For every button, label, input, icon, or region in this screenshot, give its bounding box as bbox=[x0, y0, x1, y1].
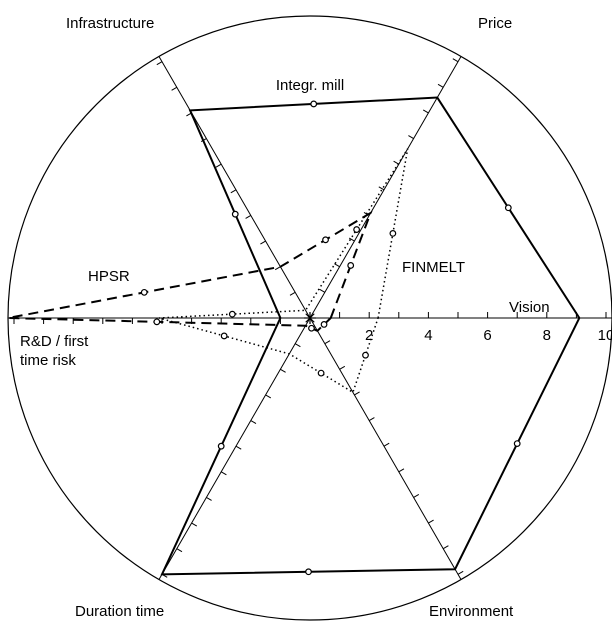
series-line bbox=[158, 148, 409, 394]
tick-mark bbox=[265, 394, 272, 399]
tick-mark bbox=[319, 288, 326, 293]
tick-mark bbox=[408, 135, 414, 139]
edge-marker bbox=[320, 321, 328, 328]
tick-mark bbox=[413, 494, 420, 498]
tick-mark bbox=[422, 109, 429, 114]
edge-marker bbox=[353, 226, 361, 233]
tick-mark bbox=[206, 497, 212, 501]
edge-marker bbox=[322, 236, 329, 244]
series-line bbox=[160, 96, 581, 576]
edge-marker bbox=[310, 100, 318, 108]
tick-label: 6 bbox=[483, 327, 491, 344]
tick-mark bbox=[230, 189, 237, 194]
edge-marker bbox=[153, 318, 161, 326]
edge-marker bbox=[347, 262, 355, 269]
tick-mark bbox=[437, 83, 444, 88]
axis-label: R&D / first time risk bbox=[20, 333, 89, 369]
edge-marker bbox=[228, 310, 236, 318]
edge-marker bbox=[305, 568, 312, 576]
tick-label: 2 bbox=[365, 327, 373, 344]
axis-line bbox=[309, 317, 462, 580]
edge-marker bbox=[389, 230, 397, 237]
edge-marker bbox=[513, 440, 521, 448]
tick-label: 8 bbox=[543, 327, 551, 344]
tick-mark bbox=[324, 340, 331, 345]
tick-mark bbox=[334, 263, 340, 268]
edge-marker bbox=[220, 332, 228, 340]
tick-mark bbox=[280, 368, 286, 373]
axis-line bbox=[309, 56, 462, 319]
tick-mark bbox=[171, 86, 178, 91]
tick-mark bbox=[368, 417, 375, 421]
tick-mark bbox=[215, 163, 222, 168]
series-line bbox=[7, 210, 373, 332]
edge-marker bbox=[504, 204, 512, 212]
tick-mark bbox=[220, 471, 227, 476]
edge-marker bbox=[362, 351, 369, 359]
axis-label: Infrastructure bbox=[66, 15, 155, 32]
axis-label: Vision bbox=[509, 299, 550, 316]
axis-label: Duration time bbox=[75, 603, 165, 620]
tick-mark bbox=[250, 420, 257, 424]
tick-mark bbox=[156, 61, 163, 66]
tick-label: 10 bbox=[598, 327, 612, 344]
edge-marker bbox=[308, 324, 315, 332]
axis-line bbox=[158, 317, 311, 580]
tick-mark bbox=[428, 519, 434, 524]
tick-mark bbox=[378, 186, 385, 191]
tick-mark bbox=[339, 365, 346, 370]
tick-mark bbox=[457, 570, 464, 575]
edge-marker bbox=[231, 210, 239, 218]
center-mark bbox=[305, 313, 315, 323]
tick-mark bbox=[354, 391, 360, 396]
edge-marker bbox=[140, 288, 148, 296]
tick-mark bbox=[348, 237, 355, 242]
tick-label: 4 bbox=[424, 327, 432, 344]
tick-mark bbox=[245, 215, 252, 219]
tick-mark bbox=[235, 445, 242, 450]
tick-mark bbox=[383, 442, 390, 447]
tick-mark bbox=[260, 240, 266, 245]
series-label: HPSR bbox=[88, 268, 130, 285]
tick-mark bbox=[398, 468, 405, 473]
axis-label: Price bbox=[478, 15, 513, 32]
series-label: Integr. mill bbox=[276, 77, 344, 94]
axis-label: Environment bbox=[429, 603, 514, 620]
axis-line bbox=[158, 56, 311, 319]
edge-marker bbox=[217, 442, 225, 450]
edge-marker bbox=[317, 369, 325, 377]
tick-mark bbox=[442, 545, 449, 550]
tick-mark bbox=[294, 343, 301, 348]
tick-mark bbox=[274, 266, 281, 271]
tick-mark bbox=[191, 522, 198, 527]
series-label: FINMELT bbox=[402, 259, 465, 276]
tick-mark bbox=[176, 548, 183, 553]
tick-mark bbox=[452, 58, 459, 63]
tick-mark bbox=[289, 291, 296, 296]
